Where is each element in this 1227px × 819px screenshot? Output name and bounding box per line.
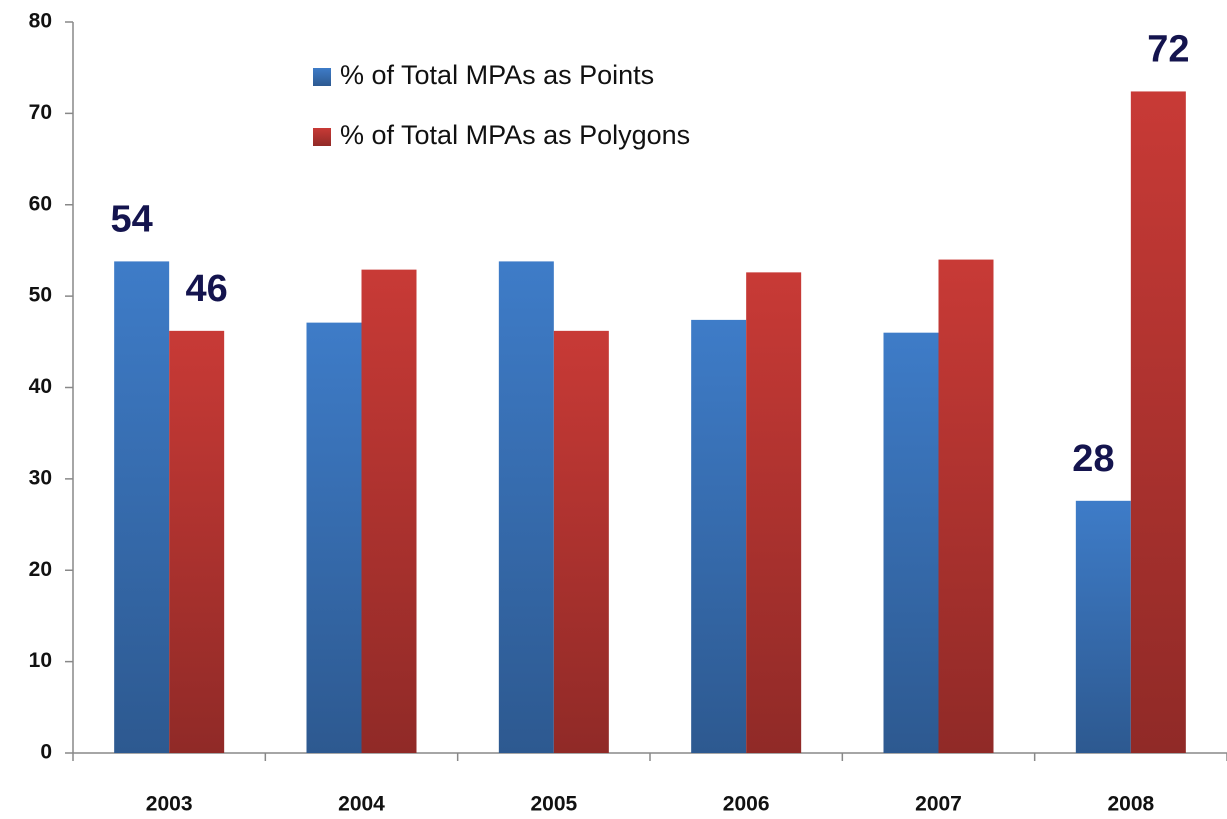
x-tick-label: 2006 xyxy=(723,793,770,816)
data-label: 72 xyxy=(1147,28,1189,70)
x-tick-label: 2005 xyxy=(530,793,577,816)
y-tick-label: 0 xyxy=(40,741,52,764)
y-tick-label: 30 xyxy=(29,466,52,489)
bar xyxy=(498,261,554,753)
bar xyxy=(361,269,417,753)
legend-swatch xyxy=(313,68,331,86)
legend-label: % of Total MPAs as Polygons xyxy=(340,120,690,150)
y-tick-label: 40 xyxy=(29,375,52,398)
data-label: 54 xyxy=(111,198,153,240)
bar xyxy=(1075,500,1131,753)
y-tick-label: 20 xyxy=(29,558,52,581)
legend-swatch xyxy=(313,128,331,146)
y-tick-label: 80 xyxy=(29,10,52,33)
bar xyxy=(306,322,362,753)
data-label: 28 xyxy=(1072,438,1114,480)
x-tick-label: 2007 xyxy=(915,793,962,816)
bar xyxy=(691,319,747,753)
data-label: 46 xyxy=(186,268,228,310)
bar xyxy=(169,330,225,753)
bar xyxy=(553,330,609,753)
y-tick-label: 10 xyxy=(29,649,52,672)
x-tick-label: 2008 xyxy=(1107,793,1154,816)
bar xyxy=(883,332,939,753)
y-tick-label: 70 xyxy=(29,101,52,124)
legend-label: % of Total MPAs as Points xyxy=(340,60,654,90)
y-tick-label: 50 xyxy=(29,284,52,307)
bar xyxy=(938,259,994,753)
x-tick-label: 2003 xyxy=(146,793,193,816)
bar xyxy=(1130,91,1186,753)
bar xyxy=(746,272,802,753)
y-tick-label: 60 xyxy=(29,192,52,215)
bar xyxy=(114,261,170,753)
x-tick-label: 2004 xyxy=(338,793,385,816)
